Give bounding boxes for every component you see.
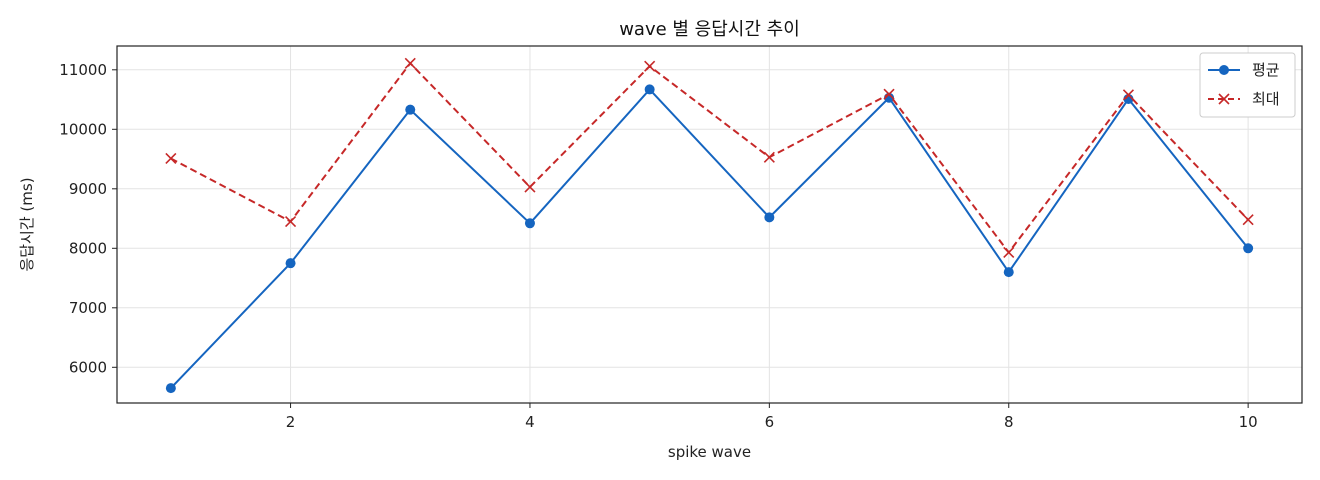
y-tick-label: 7000 [69,299,107,317]
legend-item: 최대 [1208,90,1280,108]
series-1 [165,84,1254,394]
data-point [165,152,177,165]
x-marker-stroke [1003,246,1015,259]
data-point [644,84,655,95]
x-marker-stroke [763,151,775,163]
y-tick-label: 10000 [59,120,107,138]
x-tick-label: 6 [765,413,775,431]
legend-box [1199,52,1296,118]
data-point [1003,267,1014,278]
x-axis-title: spike wave [668,443,751,461]
series-2 [165,57,1254,259]
x-tick-label: 2 [286,413,296,431]
x-marker-stroke [883,88,895,100]
plot-frame [116,45,1303,404]
series-line [170,88,1249,389]
x-marker-stroke [1122,89,1135,101]
chart-title: wave 별 응답시간 추이 [619,19,800,40]
x-marker-stroke [524,181,536,193]
data-point [165,383,176,394]
grid-lines [117,46,1302,403]
data-point [404,57,416,69]
legend-item: 평균 [1208,61,1280,79]
series-line [170,62,1249,254]
data-point [1003,246,1015,259]
series-layer [165,57,1254,394]
data-point [524,218,535,229]
legend-marker [1218,93,1230,105]
y-tick-label: 6000 [69,358,107,376]
data-point [883,88,895,100]
x-marker-stroke [1242,214,1254,226]
x-tick-label: 8 [1004,413,1014,431]
y-axis-title: 응답시간 (ms) [18,177,36,271]
x-marker-stroke [644,60,656,72]
data-point [285,258,296,269]
x-tick-label: 4 [525,413,535,431]
data-point [1122,89,1135,101]
data-point [1242,214,1254,226]
x-marker-stroke [165,152,177,165]
x-marker-stroke [404,57,416,69]
data-point [764,212,775,223]
y-tick-label: 11000 [59,61,107,79]
x-tick-label: 10 [1239,413,1258,431]
data-point [763,151,775,163]
data-point [1243,243,1254,254]
data-point [524,181,536,193]
y-tick-label: 9000 [69,180,107,198]
legend-marker [1219,65,1229,75]
data-point [644,60,656,72]
x-marker-stroke [284,215,297,228]
data-point [284,215,297,228]
y-tick-label: 8000 [69,239,107,257]
legend-label: 최대 [1252,90,1280,108]
x-marker-stroke [1218,93,1230,105]
data-point [405,104,416,115]
axis-ticks: 2 4 6 8 10 6000 7000 8000 9000 10000 11000 [59,61,1257,431]
legend-label: 평균 [1252,61,1280,79]
